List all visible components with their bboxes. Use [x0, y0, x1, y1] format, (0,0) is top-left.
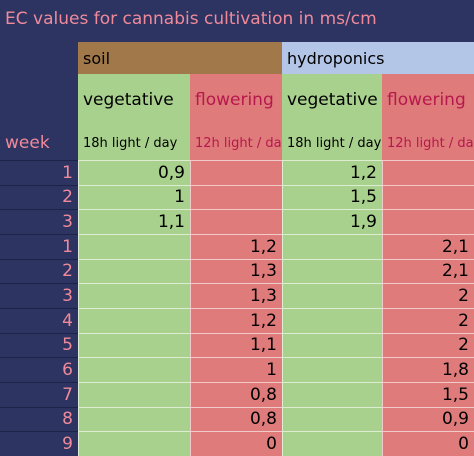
value-cell: [78, 308, 190, 333]
value-cell: [382, 184, 474, 210]
value-cell: [78, 357, 190, 382]
value-cell: 1,2: [282, 160, 382, 185]
value-cell: [282, 431, 382, 456]
week-cell: 1: [0, 234, 78, 259]
light-header: 18h light / day: [78, 126, 190, 160]
phase-header: vegetative: [282, 74, 382, 126]
value-cell: [382, 209, 474, 234]
value-cell: 1,3: [190, 258, 282, 284]
value-cell: [78, 382, 190, 407]
group-header: hydroponics: [282, 42, 474, 74]
value-cell: [282, 357, 382, 382]
value-cell: [282, 332, 382, 358]
value-cell: [190, 160, 282, 185]
value-cell: 2,1: [382, 234, 474, 259]
value-cell: [78, 258, 190, 284]
value-cell: [190, 184, 282, 210]
value-cell: 2: [382, 308, 474, 333]
value-cell: [282, 283, 382, 308]
value-cell: 2: [382, 283, 474, 308]
value-cell: [282, 406, 382, 432]
week-header: week: [5, 133, 50, 153]
value-cell: 1,5: [382, 382, 474, 407]
value-cell: [78, 431, 190, 456]
light-header: 18h light / day: [282, 126, 382, 160]
title: EC values for cannabis cultivation in ms…: [5, 9, 377, 29]
value-cell: [382, 160, 474, 185]
value-cell: [78, 332, 190, 358]
phase-header: flowering: [190, 74, 282, 126]
light-header: 12h light / day: [382, 126, 474, 160]
week-cell: 6: [0, 357, 78, 382]
value-cell: [190, 209, 282, 234]
value-cell: 2: [382, 332, 474, 358]
value-cell: 2,1: [382, 258, 474, 284]
week-cell: 2: [0, 258, 78, 284]
value-cell: 1,5: [282, 184, 382, 210]
light-header: 12h light / day: [190, 126, 289, 160]
value-cell: 1,1: [190, 332, 282, 358]
value-cell: 1: [78, 184, 190, 210]
week-cell: 4: [0, 308, 78, 333]
value-cell: 1,9: [282, 209, 382, 234]
week-cell: 9: [0, 431, 78, 456]
value-cell: [78, 283, 190, 308]
week-cell: 3: [0, 283, 78, 308]
phase-header: vegetative: [78, 74, 190, 126]
week-cell: 5: [0, 332, 78, 358]
value-cell: 1: [190, 357, 282, 382]
week-cell: 8: [0, 406, 78, 432]
value-cell: [282, 308, 382, 333]
value-cell: 1,3: [190, 283, 282, 308]
value-cell: 0,8: [190, 382, 282, 407]
week-cell: 2: [0, 184, 78, 210]
group-header: soil: [78, 42, 282, 74]
value-cell: 0,8: [190, 406, 282, 432]
week-cell: 3: [0, 209, 78, 234]
value-cell: 1,8: [382, 357, 474, 382]
week-cell: 7: [0, 382, 78, 407]
value-cell: 1,2: [190, 308, 282, 333]
phase-header: flowering: [382, 74, 474, 126]
value-cell: [78, 234, 190, 259]
value-cell: [282, 258, 382, 284]
value-cell: 0: [190, 431, 282, 456]
value-cell: 0,9: [382, 406, 474, 432]
value-cell: [282, 382, 382, 407]
value-cell: 1,1: [78, 209, 190, 234]
week-cell: 1: [0, 160, 78, 185]
value-cell: 1,2: [190, 234, 282, 259]
value-cell: [282, 234, 382, 259]
value-cell: 0: [382, 431, 474, 456]
value-cell: 0,9: [78, 160, 190, 185]
value-cell: [78, 406, 190, 432]
